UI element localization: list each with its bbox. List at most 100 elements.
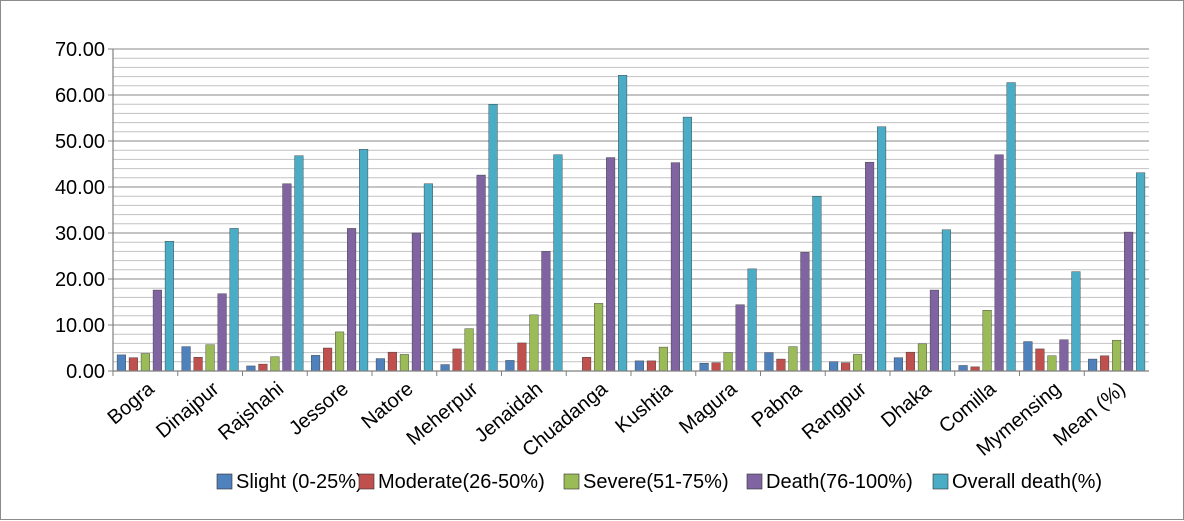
bar: [994, 154, 1004, 372]
legend-swatch: [563, 473, 580, 490]
x-tick-label: Rangpur: [798, 378, 871, 444]
bar: [246, 365, 256, 372]
bar: [517, 342, 527, 372]
bar: [877, 126, 887, 372]
bar: [488, 103, 498, 372]
y-tick-label: 30.00: [55, 223, 105, 245]
legend-label: Severe(51-75%): [583, 471, 729, 493]
bar: [116, 354, 126, 372]
bar: [594, 303, 604, 372]
bar: [905, 351, 915, 372]
bar: [699, 362, 709, 372]
bar: [553, 154, 563, 372]
bar: [387, 351, 397, 372]
bar: [541, 251, 551, 372]
bar: [970, 366, 980, 372]
legend-label: Overall death(%): [952, 471, 1102, 493]
x-tick-label: Magura: [675, 377, 742, 438]
bar: [711, 362, 721, 372]
y-axis-ticks: 0.00 10.00 20.00 30.00 40.00 50.00 60.00 70.00: [55, 39, 113, 383]
bar: [682, 116, 692, 372]
bar: [1059, 339, 1069, 372]
bar: [1006, 82, 1016, 372]
bar: [929, 289, 939, 372]
legend-swatch: [746, 473, 763, 490]
legend-label: Death(76-100%): [766, 471, 913, 493]
bar: [347, 228, 357, 372]
bar: [812, 195, 822, 372]
bar: [258, 363, 268, 372]
bar: [423, 183, 433, 372]
x-tick-label: Meherpur: [403, 378, 483, 450]
bar: [764, 352, 774, 372]
plot-area: [113, 49, 1149, 371]
x-tick-label: Natore: [357, 378, 417, 433]
bar: [618, 75, 628, 372]
x-tick-label: Rajshahi: [214, 378, 288, 445]
bar: [529, 314, 539, 372]
y-tick-label: 40.00: [55, 177, 105, 199]
bar: [788, 346, 798, 372]
bar: [505, 360, 515, 372]
bar: [452, 348, 462, 372]
bar: [375, 358, 385, 372]
bar: [335, 331, 345, 372]
bar: [723, 352, 733, 372]
bar: [841, 362, 851, 372]
bar: [311, 355, 321, 372]
y-tick-label: 50.00: [55, 131, 105, 153]
bar: [982, 310, 992, 372]
bar: [658, 346, 668, 372]
y-tick-label: 10.00: [55, 315, 105, 337]
bar: [164, 241, 174, 372]
bar: [646, 360, 656, 372]
bar: [1088, 358, 1098, 372]
bar: [1100, 355, 1110, 372]
bar: [181, 346, 191, 372]
legend-swatch: [932, 473, 949, 490]
x-tick-label: Dhaka: [877, 377, 936, 432]
bar: [1035, 348, 1045, 372]
x-tick-label: Bogra: [104, 377, 160, 429]
y-tick-label: 60.00: [55, 85, 105, 107]
bar: [217, 293, 227, 372]
x-tick-label: Mean (%): [1049, 378, 1130, 451]
bar: [270, 356, 280, 372]
y-tick-label: 0.00: [66, 361, 105, 383]
bar: [440, 364, 450, 372]
bar: [670, 162, 680, 372]
bar: [1071, 271, 1081, 372]
legend-label: Moderate(26-50%): [378, 471, 545, 493]
bar: [323, 347, 333, 372]
bar: [853, 354, 863, 372]
bar: [829, 361, 839, 372]
legend-label: Slight (0-25%): [236, 471, 363, 493]
legend-swatch: [358, 473, 375, 490]
x-tick-label: Dinajpur: [152, 378, 223, 443]
bar: [128, 357, 138, 372]
bar: [294, 155, 304, 372]
x-tick-label: Kushtia: [611, 377, 677, 437]
bar: [582, 357, 592, 372]
bar: [958, 365, 968, 372]
bar: [747, 268, 757, 372]
bar: [1047, 355, 1057, 372]
bar: [865, 161, 875, 372]
bar: [193, 357, 203, 372]
bar: [735, 304, 745, 372]
bar: [411, 232, 421, 372]
bar: [1136, 172, 1146, 372]
plot-background: [113, 49, 1149, 371]
bar: [1023, 341, 1033, 372]
bar: [476, 174, 486, 372]
bar: [1124, 231, 1134, 372]
y-tick-label: 70.00: [55, 39, 105, 61]
legend: Slight (0-25%) Moderate(26-50%) Severe(51-…: [216, 471, 1102, 493]
bar: [606, 157, 616, 372]
y-tick-label: 20.00: [55, 269, 105, 291]
bar: [941, 229, 951, 372]
x-tick-label: Jessore: [285, 378, 353, 440]
bar: [152, 289, 162, 372]
